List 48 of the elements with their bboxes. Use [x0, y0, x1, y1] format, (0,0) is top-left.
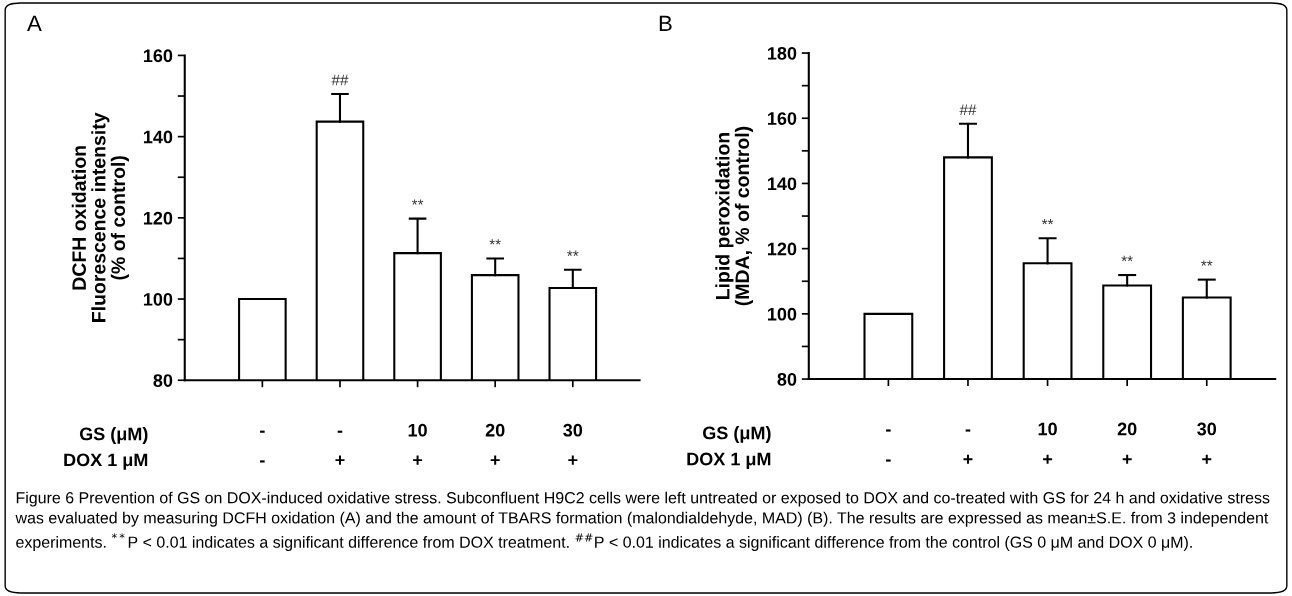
- x-tick-label: -: [337, 430, 343, 433]
- x-tick-label: 10: [408, 423, 427, 437]
- y-tick-label: 80: [777, 372, 797, 386]
- text: DOX 1 μM: [687, 452, 771, 469]
- y-tick-label: 140: [143, 130, 173, 144]
- text: +: [490, 455, 500, 465]
- x-tick-label: -: [260, 430, 265, 433]
- y-tick-label: 100: [143, 292, 173, 306]
- y-tick-label: 120: [768, 242, 797, 256]
- text: -: [886, 459, 891, 462]
- text: +: [1122, 454, 1132, 464]
- y-tick-label: 180: [768, 46, 797, 60]
- data-label: **: [1121, 255, 1133, 262]
- chart-title: B: [659, 15, 672, 31]
- y-tick-label: 100: [768, 307, 797, 321]
- y-axis-title: Lipid peroxidation (MDA, % of control): [715, 126, 753, 306]
- caption: Figure 6 Prevention of GS on DOX-induced oxidative stress. Subconfluent H9C2 cells were left untreated or exposed to DOX and co-treated with GS for 24 h and oxidative stress was evaluated by measuring DCFH oxidation (A) and the amount of TBARS formation (malondialdehyde, MAD) (B). The results are expressed as mean±S.E. from 3 independent experiments. $^{**}$P < 0.01 indicates a significant difference from DOX treatment. $^{##}$P < 0.01 indicates a significant difference from the control (GS 0 μM and DOX 0 μM).: [15, 491, 1270, 551]
- x-tick-label: -: [886, 429, 891, 432]
- text: GS (μM): [79, 427, 148, 444]
- text: GS (μM): [703, 426, 771, 443]
- y-tick-label: 160: [768, 112, 797, 125]
- text: DOX 1 μM: [64, 453, 148, 470]
- text: +: [413, 455, 423, 465]
- text: +: [1043, 454, 1053, 464]
- x-tick-label: 10: [1038, 422, 1057, 436]
- data-label: **: [411, 199, 424, 205]
- data-label: **: [567, 250, 579, 256]
- text: +: [1202, 454, 1212, 464]
- x-tick-label: 20: [1117, 422, 1137, 436]
- y-tick-label: 140: [768, 177, 797, 191]
- x-tick-label: 30: [1197, 422, 1217, 436]
- y-axis-title: DCFH oxidation Fluorescence intensity (% of control): [71, 112, 129, 322]
- x-tick-label: 30: [563, 423, 583, 437]
- data-label: ##: [331, 74, 349, 86]
- data-label: **: [489, 239, 501, 245]
- text: +: [568, 455, 578, 465]
- y-tick-label: 120: [143, 211, 173, 225]
- x-tick-label: -: [965, 429, 971, 432]
- data-label: ##: [959, 104, 977, 116]
- y-tick-label: 80: [153, 374, 173, 387]
- chart-title: A: [27, 15, 42, 31]
- y-tick-label: 160: [143, 49, 173, 63]
- data-label: **: [1201, 260, 1213, 266]
- x-tick-label: 20: [485, 423, 505, 437]
- text: +: [963, 454, 973, 464]
- text: +: [335, 455, 345, 465]
- text: -: [260, 460, 265, 463]
- data-label: **: [1041, 218, 1054, 225]
